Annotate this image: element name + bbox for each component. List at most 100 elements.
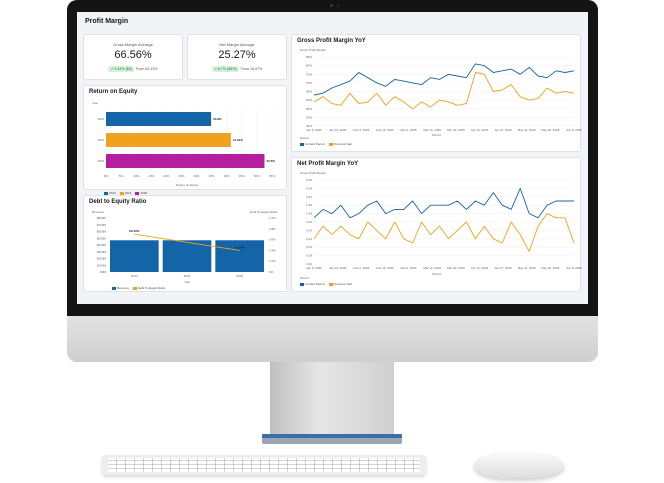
- mouse: [474, 452, 564, 478]
- dashboard-screen: Profit Margin Gross Margin Average 66.56…: [77, 12, 588, 304]
- x-tick-label: Mar 16, 2025: [423, 266, 441, 270]
- y-tick-label: 55%: [306, 107, 312, 111]
- kpi-card-net[interactable]: Net Margin Average 25.27% ↗ 8.7% ($5%) Fr…: [187, 34, 287, 80]
- x-tick-label: 2024: [184, 274, 191, 278]
- legend-item-previous[interactable]: Previous Year: [328, 142, 352, 146]
- y-tick-label: 0.18: [306, 254, 312, 258]
- y-right-tick-label: 1.0%: [269, 216, 276, 220]
- y-tick-label: 0.24: [306, 228, 312, 232]
- roe-bar-2024: [106, 133, 231, 147]
- kpi-sub: From 16.57%: [240, 67, 263, 71]
- x-tick-label: 25%: [178, 174, 184, 178]
- kpi-value: 66.56%: [114, 49, 152, 61]
- net-legend-title: Period: [300, 276, 309, 280]
- legend-item-2024[interactable]: 2024: [119, 191, 131, 195]
- x-tick-label: 45%: [239, 174, 245, 178]
- y-right-tick-label: 0%: [269, 270, 274, 274]
- roe-bar-2025: [106, 154, 265, 168]
- gross-legend-title: Period: [300, 136, 309, 140]
- revenue-bar-2025: [215, 240, 264, 272]
- x-tick-label: Feb 16, 2025: [376, 128, 394, 132]
- x-tick-label: May 25, 2025: [541, 128, 560, 132]
- x-tick-label: 55%: [269, 174, 275, 178]
- x-tick-label: Feb 2, 2025: [353, 128, 369, 132]
- series-line-previous-year: [313, 72, 575, 110]
- x-tick-label: Mar 30, 2025: [447, 128, 465, 132]
- roe-bar-2023: [106, 112, 212, 126]
- legend-item-current[interactable]: Current Period: [300, 142, 325, 146]
- debt-title: Debt to Equity Ratio: [89, 199, 147, 205]
- roe-year-label: 2024: [97, 138, 104, 142]
- gross-legend: Current Period Previous Year: [300, 142, 352, 146]
- y-tick-label: 0.30: [306, 203, 312, 207]
- net-legend: Current Period Previous Year: [300, 282, 352, 286]
- x-tick-label: 10%: [133, 174, 139, 178]
- series-line-current-period: [313, 187, 574, 219]
- roe-value-label: 41.34%: [233, 138, 244, 142]
- y-tick-label: 0.34: [306, 186, 312, 190]
- x-tick-label: 15%: [148, 174, 154, 178]
- y-tick-label: 80%: [306, 64, 312, 68]
- legend-item-2023[interactable]: 2023: [104, 191, 116, 195]
- x-tick-label: Jan 19, 2025: [329, 266, 347, 270]
- x-tick-label: Feb 2, 2025: [353, 266, 369, 270]
- stand-foot-base: [262, 438, 402, 444]
- legend-item-revenue[interactable]: Revenue: [112, 286, 129, 290]
- y-tick-label: 60%: [306, 98, 312, 102]
- kpi-delta: ↗ 8.7% ($5%) From 16.57%: [188, 66, 286, 72]
- kpi-badge: ↗ 3.43% ($5): [108, 66, 134, 72]
- x-tick-label: 0%: [104, 174, 109, 178]
- legend-item-2025[interactable]: 2025: [135, 191, 147, 195]
- kpi-label: Gross Margin Average: [113, 42, 153, 47]
- y-tick-label: 0.16: [306, 262, 312, 266]
- y-right-tick-label: 0.4%: [269, 248, 276, 252]
- x-tick-label: Jun 8, 2025: [566, 128, 582, 132]
- roe-value-label: 34.8%: [213, 117, 222, 121]
- x-tick-label: Mar 16, 2025: [423, 128, 441, 132]
- legend-item-ratio[interactable]: Debt To Equity Ratio: [133, 286, 165, 290]
- revenue-bar-2024: [162, 240, 212, 272]
- y-left-tick-label: $100M: [97, 263, 107, 267]
- roe-card[interactable]: Return on Equity Year 0% 5% 10% 15% 20% 25% 30…: [83, 85, 287, 195]
- y-right-tick-label: 0.6%: [269, 238, 276, 242]
- kpi-value: 25.27%: [218, 49, 256, 61]
- x-tick-label: Jan 5, 2025: [306, 128, 322, 132]
- x-tick-label: 35%: [209, 174, 215, 178]
- roe-year-label: 2023: [97, 117, 104, 121]
- ratio-label: 60.40%: [129, 229, 140, 233]
- roe-value-label: 52.5%: [266, 159, 275, 163]
- net-chart-card[interactable]: Net Profit Margin YoY Gross Profit Margi…: [291, 157, 582, 292]
- page-title: Profit Margin: [85, 18, 129, 25]
- y-tick-label: 50%: [306, 115, 312, 119]
- y-left-tick-label: $800M: [97, 216, 107, 220]
- x-tick-label: Feb 16, 2025: [376, 266, 394, 270]
- legend-item-current[interactable]: Current Period: [300, 282, 325, 286]
- debt-chart: $800M $700M $600M $500M $400M $300M $200M $100M…: [97, 216, 276, 278]
- x-tick-label: 50%: [254, 174, 260, 178]
- keyboard-keys: [108, 458, 420, 472]
- kpi-card-gross[interactable]: Gross Margin Average 66.56% ↗ 3.43% ($5)…: [83, 34, 183, 80]
- gross-chart-card[interactable]: Gross Profit Margin YoY Gross Profit Mar…: [291, 34, 582, 152]
- debt-y-right-label: Debt To Equity Ratio: [250, 210, 278, 214]
- legend-item-previous[interactable]: Previous Year: [328, 282, 352, 286]
- x-tick-label: Mar 2, 2025: [401, 266, 417, 270]
- roe-chart: 0% 5% 10% 15% 20% 25% 30% 35% 40% 45% 50% 55% 2023 34…: [97, 108, 275, 178]
- y-tick-label: 0.22: [306, 237, 312, 241]
- x-tick-label: Apr 13, 2025: [471, 128, 489, 132]
- gross-y-label: Gross Profit Margin: [300, 48, 326, 52]
- sensor-icon: [337, 5, 339, 7]
- y-tick-label: 0.28: [306, 212, 312, 216]
- debt-card[interactable]: Debt to Equity Ratio Revenue Debt To Equ…: [83, 195, 287, 292]
- y-tick-label: 0.32: [306, 195, 312, 199]
- roe-x-label: Return on Equity: [176, 183, 199, 187]
- debt-y-left-label: Revenue: [92, 210, 105, 214]
- y-left-tick-label: $700M: [97, 223, 107, 227]
- monitor-stand: [270, 362, 394, 438]
- kpi-delta: ↗ 3.43% ($5) From 63.13%: [84, 66, 182, 72]
- x-tick-label: Jun 8, 2025: [566, 266, 582, 270]
- roe-y-label: Year: [92, 101, 99, 105]
- roe-title: Return on Equity: [89, 89, 138, 95]
- x-tick-label: 40%: [224, 174, 230, 178]
- y-tick-label: 45%: [306, 124, 312, 128]
- y-left-tick-label: $600M: [97, 230, 107, 234]
